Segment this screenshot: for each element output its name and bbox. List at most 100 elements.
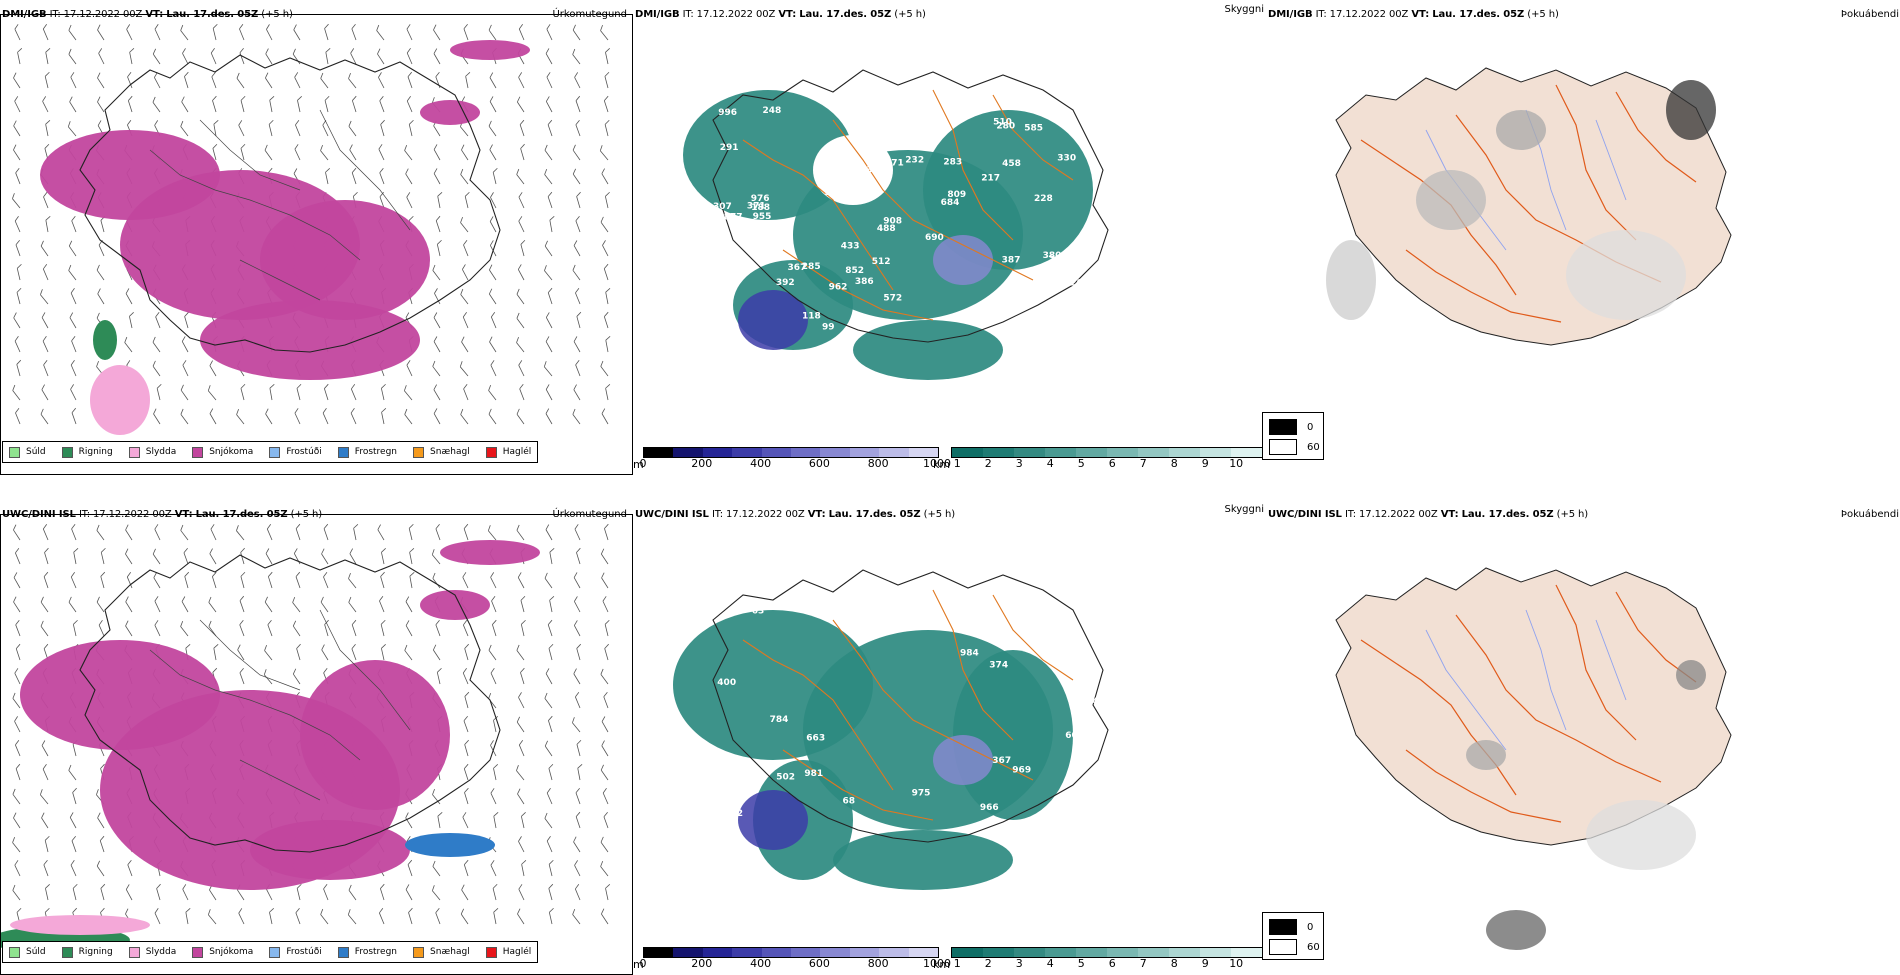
visibility-metres-colorbar <box>643 447 939 458</box>
legend-label: Frostúði <box>286 447 322 457</box>
fog-legend-light: 60 <box>1269 439 1320 455</box>
valid-time: Lau. 17.des. 05Z <box>1461 509 1554 520</box>
km-unit: km <box>933 458 951 471</box>
visibility-value-label: 49 <box>714 318 727 328</box>
visibility-metres-colorbar <box>643 947 939 958</box>
visibility-value-label: 877 <box>724 212 743 222</box>
legend-label: Frostregn <box>354 447 398 457</box>
colorbar-segment <box>1200 948 1231 957</box>
colorbar-segment <box>791 948 821 957</box>
legend-label: Slydda <box>145 447 177 457</box>
colorbar-segment <box>1200 448 1231 457</box>
visibility-value-label: 217 <box>981 173 1000 183</box>
visibility-value-label: 232 <box>905 156 924 166</box>
valid-time: Lau. 17.des. 05Z <box>1432 9 1525 20</box>
visibility-value-label: 118 <box>802 312 821 322</box>
colorbar-segment <box>1014 948 1045 957</box>
panel-title: Þokuábendi <box>1840 9 1899 20</box>
legend-swatch <box>9 946 20 958</box>
visibility-value-label: 684 <box>941 198 960 208</box>
panel-header: UWC/DINI ISL IT: 17.12.2022 00Z VT: Lau.… <box>1268 509 1588 520</box>
valid-label: VT: <box>1411 9 1430 20</box>
colorbar-segment <box>908 948 939 957</box>
legend-swatch <box>485 946 497 958</box>
metres-tick-label: 0 <box>639 457 647 470</box>
legend-swatch <box>192 946 204 958</box>
legend-item-frostregn: Frostregn <box>337 946 398 958</box>
legend-swatch <box>413 946 425 958</box>
legend-item-snæhagl: Snæhagl <box>413 446 470 458</box>
precip-type-map <box>0 523 611 954</box>
lead-time: (+5 h) <box>1527 9 1559 20</box>
fog-index-legend: 0 60 <box>1262 912 1324 960</box>
colorbar-segment <box>761 948 792 957</box>
visibility-value-label: 684 <box>1080 697 1099 707</box>
valid-label: VT: <box>778 9 797 20</box>
km-tick-label: 8 <box>1170 957 1178 970</box>
legend-swatch <box>269 946 281 958</box>
legend-label: Frostregn <box>354 947 398 957</box>
km-tick-label: 9 <box>1201 957 1209 970</box>
km-tick-label: 2 <box>984 957 992 970</box>
visibility-value-label: 955 <box>1041 613 1060 623</box>
visibility-value-label: 92 <box>1053 814 1066 824</box>
metres-tick-label: 600 <box>808 957 830 970</box>
colorbar-segment <box>1045 448 1076 457</box>
colorbar-segment <box>1076 448 1107 457</box>
visibility-value-label: 400 <box>717 678 736 688</box>
init-time: IT: 17.12.2022 00Z <box>49 9 143 20</box>
metres-tick-label: 1000 <box>923 457 951 470</box>
colorbar-segment <box>849 448 880 457</box>
km-tick-label: 5 <box>1077 957 1085 970</box>
legend-swatch <box>9 446 20 458</box>
valid-label: VT: <box>807 509 826 520</box>
visibility-value-label: 386 <box>855 277 874 287</box>
legend-item-frostúði: Frostúði <box>269 446 322 458</box>
colorbar-segment <box>732 948 762 957</box>
fog-legend-light: 60 <box>1269 939 1320 955</box>
visibility-value-label: 981 <box>804 769 823 779</box>
visibility-value-label: 68 <box>843 797 856 807</box>
fog-light-swatch <box>1269 939 1297 955</box>
metres-tick-label: 200 <box>691 957 713 970</box>
colorbar-segment <box>820 448 850 457</box>
km-tick-label: 2 <box>984 457 992 470</box>
visibility-value-label: 842 <box>724 809 743 819</box>
legend-item-snæhagl: Snæhagl <box>413 946 470 958</box>
metres-tick-label: 400 <box>750 957 772 970</box>
lead-time: (+5 h) <box>290 509 323 520</box>
km-tick-label: 9 <box>1201 457 1209 470</box>
precip-type-legend: Súld Rigning Slydda Snjókoma Frostúði Frostre… <box>2 441 539 463</box>
metres-unit: m <box>633 458 644 471</box>
precip-type-map <box>12 23 611 435</box>
init-time: IT: 17.12.2022 00Z <box>1344 509 1438 520</box>
init-time: IT: 17.12.2022 00Z <box>711 509 805 520</box>
legend-label: Súld <box>26 447 46 457</box>
legend-label: Snæhagl <box>430 447 470 457</box>
visibility-value-label: 330 <box>1057 153 1076 163</box>
visibility-value-label: 313 <box>825 188 844 198</box>
fog-light-label: 60 <box>1307 441 1320 453</box>
panel-title: Úrkomutegund <box>552 9 627 20</box>
visibility-value-label: 962 <box>829 283 848 293</box>
valid-time: Lau. 17.des. 05Z <box>828 509 921 520</box>
legend-swatch <box>269 446 281 458</box>
colorbar-segment <box>879 948 909 957</box>
visibility-value-label: 955 <box>753 212 772 222</box>
legend-item-súld: Súld <box>9 446 46 458</box>
fog-dark-swatch <box>1269 919 1297 935</box>
metres-tick-label: 800 <box>867 957 889 970</box>
fog-dark-swatch <box>1269 419 1297 435</box>
visibility-value-label: 367 <box>788 263 807 273</box>
valid-label: VT: <box>145 9 164 20</box>
visibility-value-label: 265 <box>854 123 873 133</box>
visibility-value-label: 957 <box>868 153 887 163</box>
visibility-km-colorbar <box>951 947 1263 958</box>
legend-label: Haglél <box>502 447 532 457</box>
panel-title: Skyggni <box>1224 504 1264 515</box>
legend-label: Haglél <box>502 947 532 957</box>
visibility-value-label: 291 <box>720 143 739 153</box>
fog-index-map <box>1335 567 1732 950</box>
visibility-value-label: 283 <box>943 158 962 168</box>
fog-legend-dark: 0 <box>1269 919 1313 935</box>
